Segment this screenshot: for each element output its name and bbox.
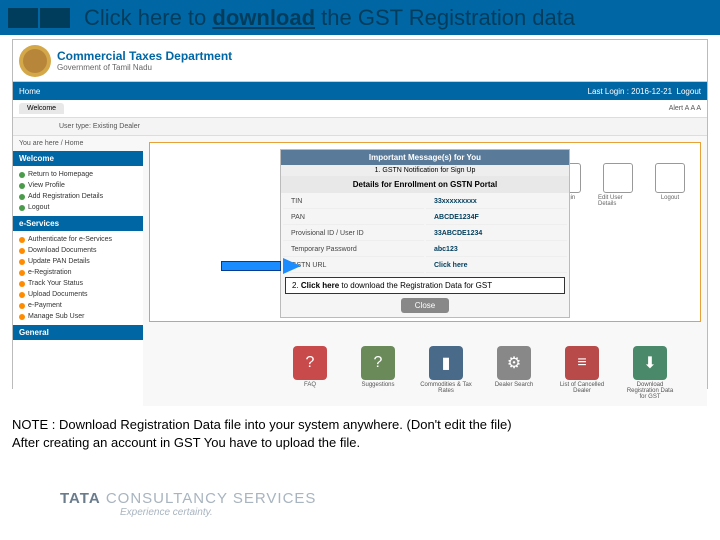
nav-logout[interactable]: Logout xyxy=(677,87,701,96)
breadcrumb: You are here / Home xyxy=(13,136,143,151)
service-tiles: ?FAQ ?Suggestions ▮Commodities & Tax Rat… xyxy=(283,346,697,400)
download-link-row[interactable]: 2. Click here to download the Registrati… xyxy=(285,277,565,294)
highlighted-region: View Login History Edit User Details Log… xyxy=(149,142,701,322)
bullet-icon xyxy=(19,281,25,287)
table-row: PANABCDE1234F xyxy=(283,211,567,225)
main-area: View Login History Edit User Details Log… xyxy=(143,136,707,406)
dept-title-block: Commercial Taxes Department Government o… xyxy=(57,49,232,72)
important-message-modal: Important Message(s) for You 1. GSTN Not… xyxy=(280,149,570,318)
sidebar-item[interactable]: Download Documents xyxy=(13,245,143,256)
table-row: TIN33xxxxxxxxx xyxy=(283,195,567,209)
nav-right: Last Login : 2016-12-21 Logout xyxy=(588,87,701,96)
bullet-icon xyxy=(19,270,25,276)
callout-arrow xyxy=(221,258,301,274)
enrollment-table: TIN33xxxxxxxxx PANABCDE1234F Provisional… xyxy=(281,193,569,275)
sidebar-item[interactable]: Return to Homepage xyxy=(13,169,143,180)
sidebar-item[interactable]: Update PAN Details xyxy=(13,256,143,267)
gstn-url-link[interactable]: Click here xyxy=(426,259,567,273)
sidebar-item[interactable]: Add Registration Details xyxy=(13,191,143,202)
modal-notice: 1. GSTN Notification for Sign Up xyxy=(281,165,569,176)
list-icon: ≡ xyxy=(565,346,599,380)
tcs-logo: TATA CONSULTANCY SERVICES Experience cer… xyxy=(60,490,316,518)
logout-icon xyxy=(655,163,685,193)
modal-title: Details for Enrollment on GSTN Portal xyxy=(281,176,569,193)
tile-faq[interactable]: ?FAQ xyxy=(283,346,337,400)
tn-emblem-icon xyxy=(19,45,51,77)
tile-download-gst[interactable]: ⬇Download Registration Data for GST xyxy=(623,346,677,400)
table-row: Provisional ID / User ID33ABCDE1234 xyxy=(283,227,567,241)
bullet-icon xyxy=(19,183,25,189)
suggestions-icon: ? xyxy=(361,346,395,380)
close-button[interactable]: Close xyxy=(401,298,449,313)
navbar: Home Last Login : 2016-12-21 Logout xyxy=(13,82,707,100)
sidebar-item[interactable]: Manage Sub User xyxy=(13,311,143,322)
search-icon: ⚙ xyxy=(497,346,531,380)
topbar-decor xyxy=(8,8,38,28)
bullet-icon xyxy=(19,194,25,200)
edit-icon xyxy=(603,163,633,193)
eservices-panel: Authenticate for e-Services Download Doc… xyxy=(13,231,143,325)
sidebar-item[interactable]: Logout xyxy=(13,202,143,213)
sidebar-item[interactable]: e-Payment xyxy=(13,300,143,311)
download-icon: ⬇ xyxy=(633,346,667,380)
sidebar-item[interactable]: Authenticate for e-Services xyxy=(13,234,143,245)
topbar-decor xyxy=(40,8,70,28)
slide-title: Click here to download the GST Registrat… xyxy=(84,5,575,31)
subbar: User type: Existing Dealer xyxy=(13,118,707,136)
sidebar-item[interactable]: Track Your Status xyxy=(13,278,143,289)
bullet-icon xyxy=(19,292,25,298)
sidebar-item[interactable]: View Profile xyxy=(13,180,143,191)
tabbar: Welcome Alert A A A xyxy=(13,100,707,118)
tile-dealer-search[interactable]: ⚙Dealer Search xyxy=(487,346,541,400)
slide-topbar: Click here to download the GST Registrat… xyxy=(0,0,720,35)
tile-commodities[interactable]: ▮Commodities & Tax Rates xyxy=(419,346,473,400)
dept-sub: Government of Tamil Nadu xyxy=(57,63,232,72)
bullet-icon xyxy=(19,303,25,309)
welcome-panel-header: Welcome xyxy=(13,151,143,166)
bullet-icon xyxy=(19,248,25,254)
tab-welcome[interactable]: Welcome xyxy=(19,103,64,114)
modal-header: Important Message(s) for You xyxy=(281,150,569,165)
bullet-icon xyxy=(19,205,25,211)
tile-cancelled[interactable]: ≡List of Cancelled Dealer xyxy=(555,346,609,400)
bullet-icon xyxy=(19,314,25,320)
eservices-panel-header: e-Services xyxy=(13,216,143,231)
action-tile[interactable]: Edit User Details xyxy=(598,163,638,207)
user-type: User type: Existing Dealer xyxy=(19,123,140,130)
general-panel-header: General xyxy=(13,325,143,340)
sidebar: You are here / Home Welcome Return to Ho… xyxy=(13,136,143,406)
content-area: You are here / Home Welcome Return to Ho… xyxy=(13,136,707,406)
welcome-panel: Return to Homepage View Profile Add Regi… xyxy=(13,166,143,216)
table-row: GSTN URLClick here xyxy=(283,259,567,273)
bullet-icon xyxy=(19,172,25,178)
app-screenshot: Commercial Taxes Department Government o… xyxy=(12,39,708,389)
table-row: Temporary Passwordabc123 xyxy=(283,243,567,257)
dept-name: Commercial Taxes Department xyxy=(57,49,232,63)
chart-icon: ▮ xyxy=(429,346,463,380)
nav-home[interactable]: Home xyxy=(19,87,40,96)
note-text: NOTE : Download Registration Data file i… xyxy=(12,416,708,452)
sidebar-item[interactable]: e-Registration xyxy=(13,267,143,278)
bullet-icon xyxy=(19,259,25,265)
action-tile[interactable]: Logout xyxy=(650,163,690,207)
tile-suggestions[interactable]: ?Suggestions xyxy=(351,346,405,400)
sidebar-item[interactable]: Upload Documents xyxy=(13,289,143,300)
faq-icon: ? xyxy=(293,346,327,380)
alert-text: Alert A A A xyxy=(669,105,701,112)
app-header: Commercial Taxes Department Government o… xyxy=(13,40,707,82)
bullet-icon xyxy=(19,237,25,243)
